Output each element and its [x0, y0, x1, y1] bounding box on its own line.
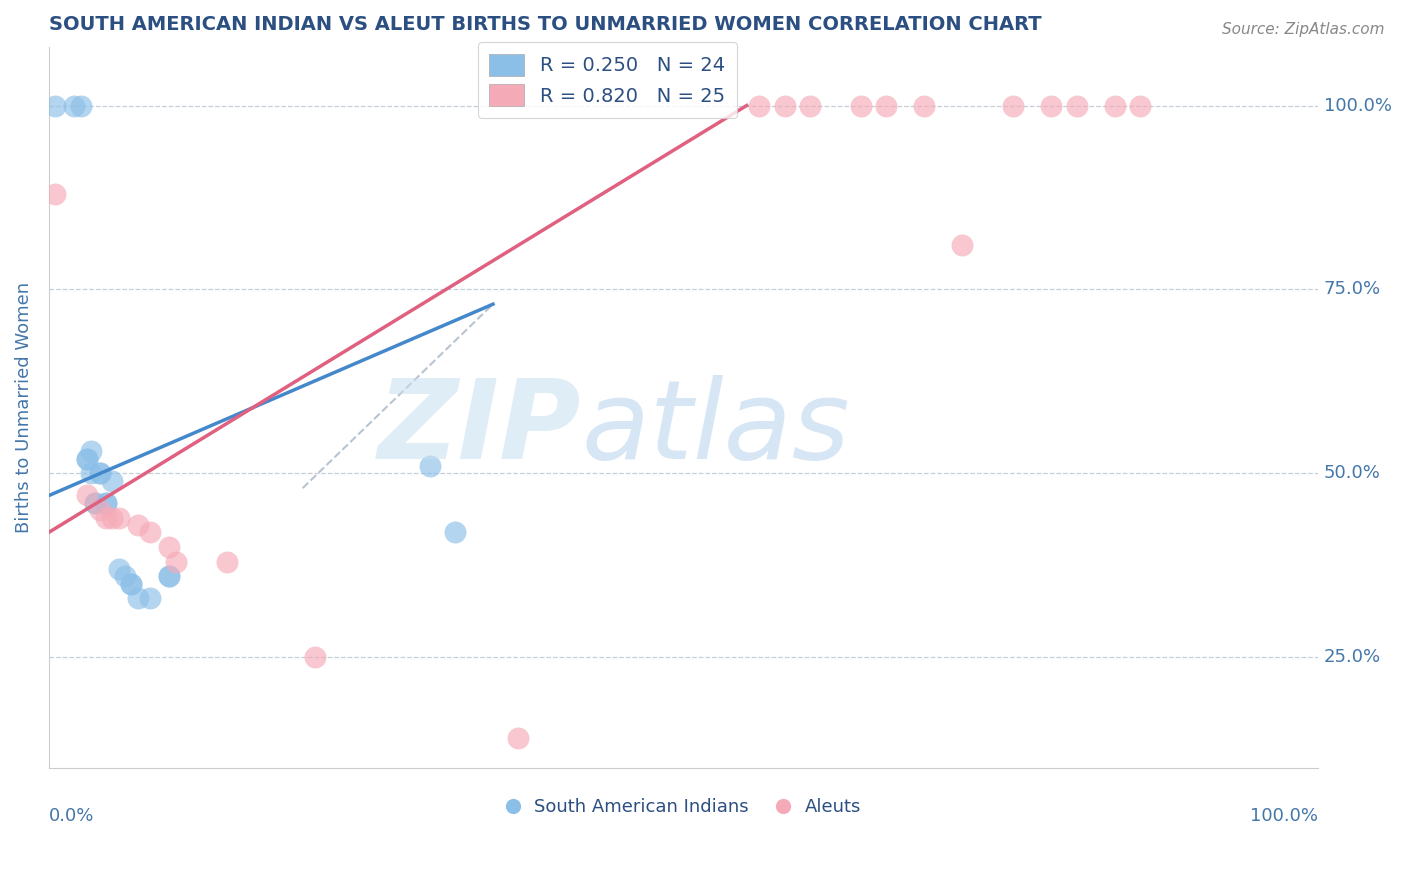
Point [139, 525, 162, 540]
Point [748, 98, 770, 112]
Point [44, 98, 66, 112]
Point [444, 525, 467, 540]
Point [139, 591, 162, 606]
Point [1002, 98, 1025, 112]
Point [101, 510, 124, 524]
Point [76, 488, 98, 502]
Point [89, 467, 111, 481]
Point [159, 569, 181, 583]
Point [165, 555, 187, 569]
Text: 100.0%: 100.0% [1324, 96, 1392, 114]
Text: 100.0%: 100.0% [1250, 807, 1317, 825]
Text: atlas: atlas [582, 376, 851, 483]
Point [1104, 98, 1126, 112]
Point [950, 238, 973, 252]
Point [912, 98, 935, 112]
Point [94, 496, 117, 510]
Point [875, 98, 897, 112]
Point [773, 98, 796, 112]
Point [114, 569, 136, 583]
Point [1066, 98, 1088, 112]
Text: Source: ZipAtlas.com: Source: ZipAtlas.com [1222, 22, 1385, 37]
Point [80, 467, 103, 481]
Point [508, 731, 530, 746]
Point [89, 503, 111, 517]
Point [83, 496, 105, 510]
Legend: South American Indians, Aleuts: South American Indians, Aleuts [498, 791, 869, 823]
Point [89, 467, 111, 481]
Text: 0.0%: 0.0% [49, 807, 94, 825]
Text: 75.0%: 75.0% [1324, 280, 1381, 299]
Point [127, 517, 149, 532]
Point [215, 555, 238, 569]
Point [419, 458, 441, 473]
Point [63, 98, 86, 112]
Point [120, 576, 142, 591]
Text: ZIP: ZIP [378, 376, 582, 483]
Point [849, 98, 872, 112]
Text: SOUTH AMERICAN INDIAN VS ALEUT BIRTHS TO UNMARRIED WOMEN CORRELATION CHART: SOUTH AMERICAN INDIAN VS ALEUT BIRTHS TO… [49, 15, 1042, 34]
Point [120, 576, 142, 591]
Text: 50.0%: 50.0% [1324, 465, 1381, 483]
Point [799, 98, 821, 112]
Point [1040, 98, 1063, 112]
Point [127, 591, 149, 606]
Point [94, 496, 117, 510]
Point [44, 186, 66, 201]
Point [1129, 98, 1152, 112]
Point [83, 496, 105, 510]
Y-axis label: Births to Unmarried Women: Births to Unmarried Women [15, 282, 32, 533]
Point [107, 562, 129, 576]
Point [107, 510, 129, 524]
Point [159, 569, 181, 583]
Point [69, 98, 91, 112]
Point [80, 444, 103, 458]
Point [94, 510, 117, 524]
Point [76, 451, 98, 466]
Text: 25.0%: 25.0% [1324, 648, 1381, 666]
Point [159, 540, 181, 554]
Point [304, 650, 326, 665]
Point [101, 474, 124, 488]
Point [76, 451, 98, 466]
